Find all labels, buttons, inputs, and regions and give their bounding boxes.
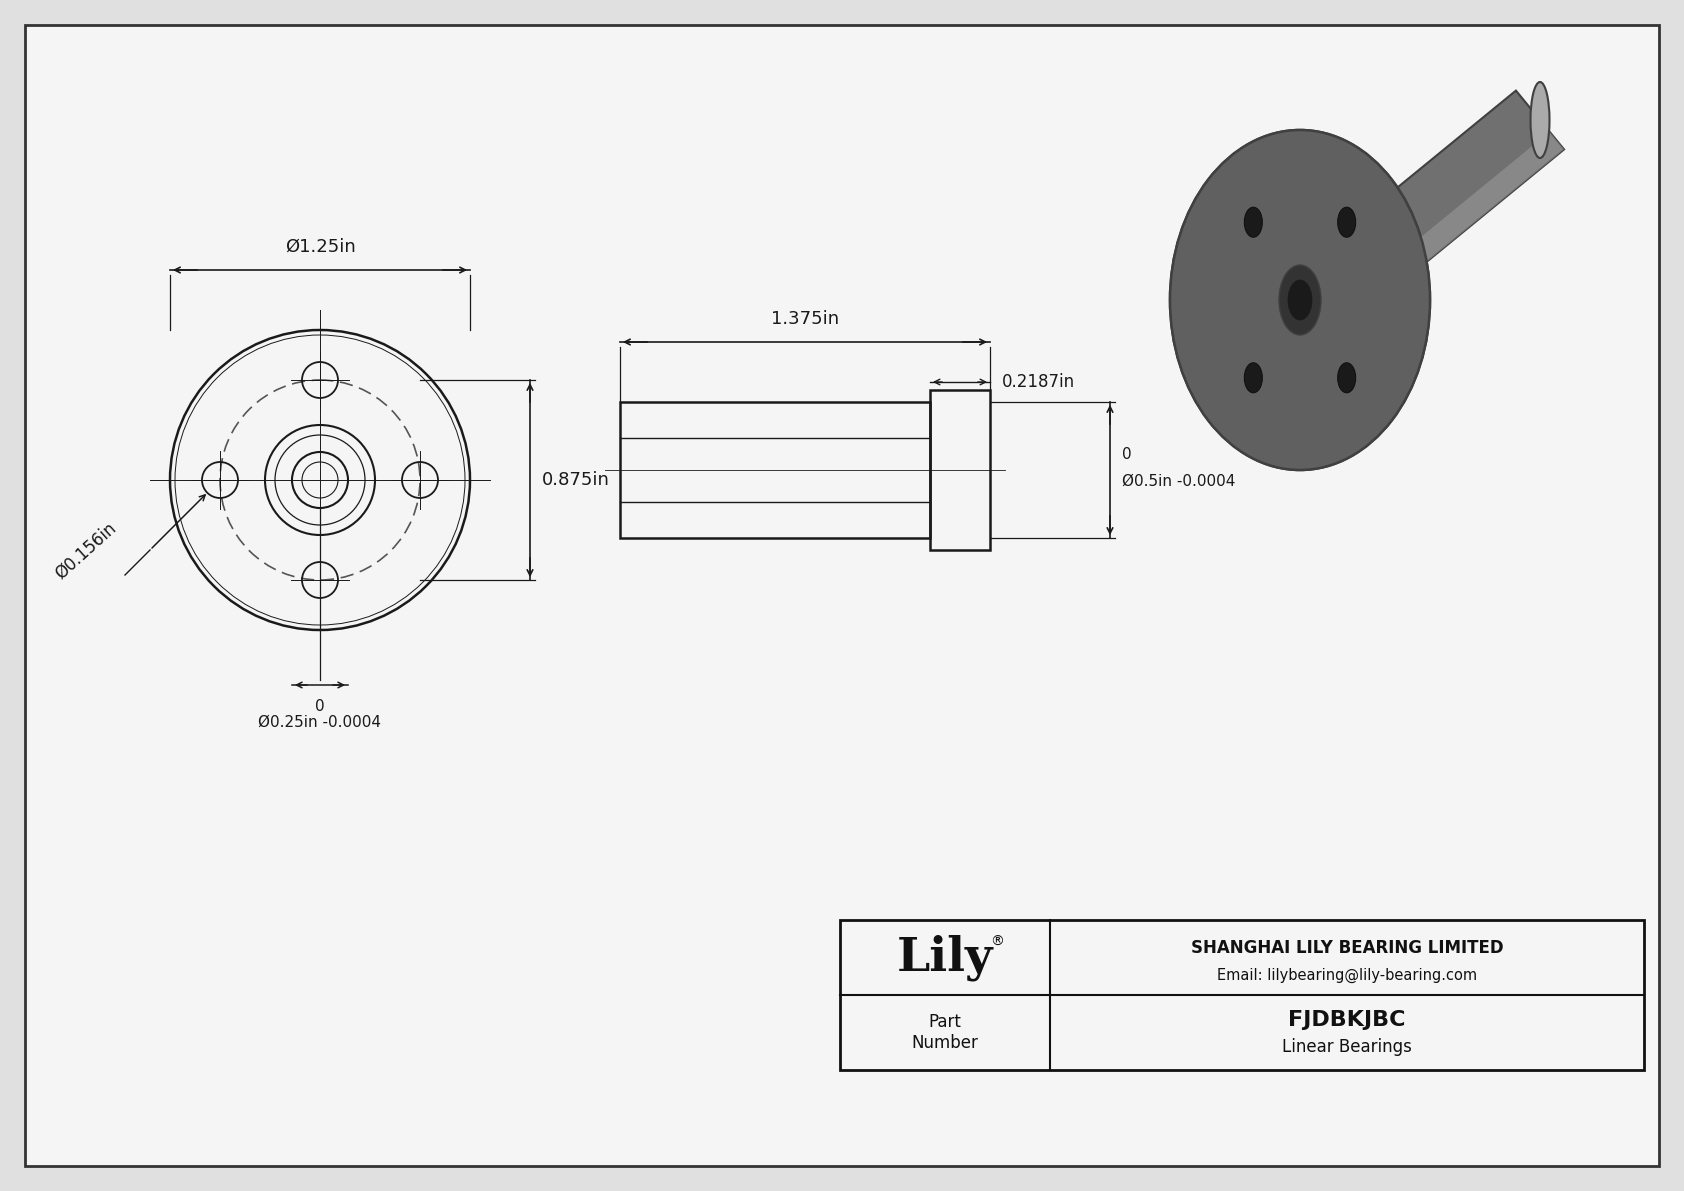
Text: Ø0.156in: Ø0.156in xyxy=(52,519,120,584)
Text: Ø0.25in -0.0004: Ø0.25in -0.0004 xyxy=(259,715,382,730)
Ellipse shape xyxy=(1280,266,1320,335)
Ellipse shape xyxy=(1337,207,1356,237)
Text: Lily: Lily xyxy=(898,935,994,981)
Text: 0.875in: 0.875in xyxy=(542,470,610,490)
Bar xyxy=(840,919,1644,1070)
Text: 0.2187in: 0.2187in xyxy=(1002,373,1074,391)
Ellipse shape xyxy=(1531,82,1549,158)
Polygon shape xyxy=(1297,91,1564,330)
Ellipse shape xyxy=(1337,207,1356,237)
Ellipse shape xyxy=(1170,130,1430,470)
Text: FJDBKJBC: FJDBKJBC xyxy=(1288,1010,1406,1030)
Text: SHANGHAI LILY BEARING LIMITED: SHANGHAI LILY BEARING LIMITED xyxy=(1191,939,1504,958)
Ellipse shape xyxy=(1280,266,1320,335)
Ellipse shape xyxy=(1337,363,1356,393)
Text: Email: lilybearing@lily-bearing.com: Email: lilybearing@lily-bearing.com xyxy=(1218,967,1477,983)
Ellipse shape xyxy=(1244,363,1263,393)
Bar xyxy=(620,403,930,538)
Bar xyxy=(930,389,990,550)
Text: Ø0.5in -0.0004: Ø0.5in -0.0004 xyxy=(1122,474,1236,490)
Text: 0: 0 xyxy=(1122,447,1132,462)
Ellipse shape xyxy=(1288,280,1312,320)
Text: ®: ® xyxy=(990,935,1004,949)
Text: Ø1.25in: Ø1.25in xyxy=(285,238,355,256)
Ellipse shape xyxy=(1244,363,1263,393)
Ellipse shape xyxy=(1244,207,1263,237)
Polygon shape xyxy=(1330,132,1564,330)
Ellipse shape xyxy=(1288,280,1312,320)
Ellipse shape xyxy=(1244,207,1263,237)
Text: Linear Bearings: Linear Bearings xyxy=(1282,1039,1411,1056)
Text: 0: 0 xyxy=(315,699,325,713)
Text: Part
Number: Part Number xyxy=(911,1014,978,1052)
Ellipse shape xyxy=(1170,130,1430,470)
Ellipse shape xyxy=(1337,363,1356,393)
Text: 1.375in: 1.375in xyxy=(771,310,839,328)
